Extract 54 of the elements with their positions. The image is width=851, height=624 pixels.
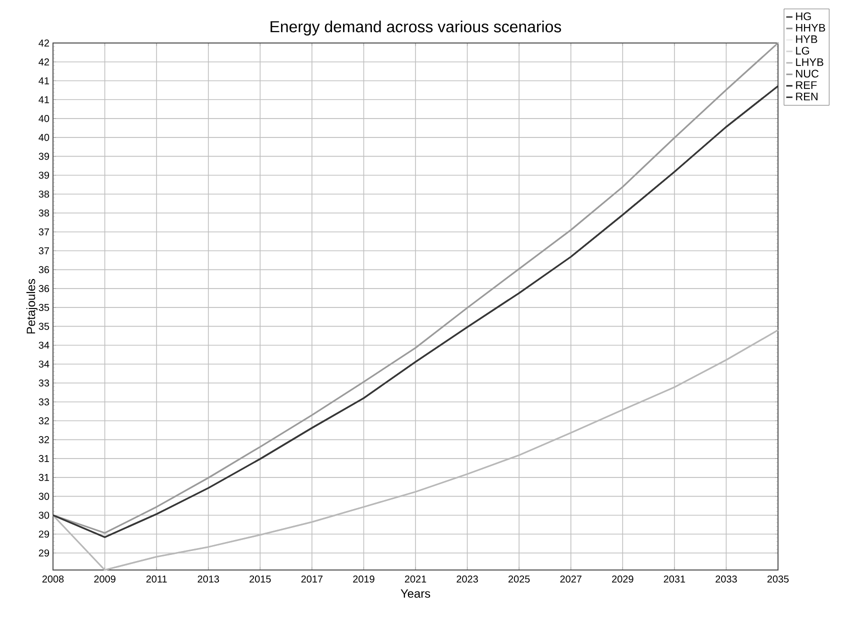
y-tick-label: 30 (38, 492, 50, 500)
y-tick-label: 29 (38, 549, 50, 557)
y-tick-label: 31 (38, 455, 49, 462)
x-tick-label: 2009 (94, 576, 116, 583)
x-tick-label: 2033 (716, 576, 737, 583)
y-tick-label: 33 (38, 398, 50, 406)
y-tick-label: 33 (38, 379, 50, 387)
y-tick-label: 42 (38, 58, 49, 66)
x-tick-label: 2023 (456, 576, 478, 583)
y-tick-label: 39 (38, 152, 50, 160)
x-tick-label: 2008 (42, 576, 64, 583)
y-tick-label: 32 (38, 436, 49, 444)
x-tick-label: 2035 (767, 576, 789, 583)
legend-label: REN (796, 92, 818, 100)
y-tick-label: 40 (38, 134, 50, 141)
y-tick-label: 36 (38, 266, 50, 274)
y-tick-label: 35 (38, 322, 50, 330)
y-tick-label: 29 (38, 530, 50, 538)
x-tick-label: 2019 (353, 576, 374, 583)
legend-label: REF (796, 81, 817, 89)
chart-title: Energy demand across various scenarios (270, 20, 562, 36)
x-tick-label: 2013 (198, 576, 220, 583)
legend-label: HHYB (796, 24, 826, 32)
y-tick-label: 37 (38, 247, 49, 254)
y-tick-label: 38 (38, 209, 50, 217)
y-tick-label: 37 (38, 228, 49, 236)
x-tick-label: 2015 (250, 576, 271, 583)
x-tick-label: 2031 (664, 576, 686, 583)
y-tick-label: 41 (38, 77, 49, 84)
x-tick-label: 2021 (404, 576, 426, 583)
x-tick-label: 2011 (146, 576, 167, 583)
y-tick-label: 35 (38, 304, 50, 311)
legend-label: NUC (796, 70, 819, 78)
x-tick-label: 2029 (612, 576, 634, 583)
y-tick-label: 32 (38, 417, 49, 424)
y-tick-label: 36 (38, 285, 50, 292)
y-tick-label: 41 (38, 96, 49, 104)
y-tick-label: 38 (38, 190, 50, 198)
y-tick-label: 40 (38, 115, 50, 122)
legend-label: LHYB (796, 58, 824, 66)
y-axis-title: Petajoules (26, 279, 38, 334)
y-tick-label: 39 (38, 172, 50, 179)
y-tick-label: 31 (38, 474, 49, 481)
y-tick-label: 30 (38, 512, 50, 519)
legend-label: LG (796, 46, 810, 55)
legend-label: HG (796, 12, 811, 20)
x-tick-label: 2025 (508, 576, 530, 583)
legend-label: HYB (796, 35, 818, 43)
x-tick-label: 2017 (301, 576, 323, 583)
y-tick-label: 34 (38, 342, 50, 349)
x-axis-title: Years (400, 589, 430, 598)
x-tick-label: 2027 (560, 576, 582, 583)
y-tick-label: 42 (38, 40, 49, 46)
y-tick-label: 34 (38, 360, 50, 368)
